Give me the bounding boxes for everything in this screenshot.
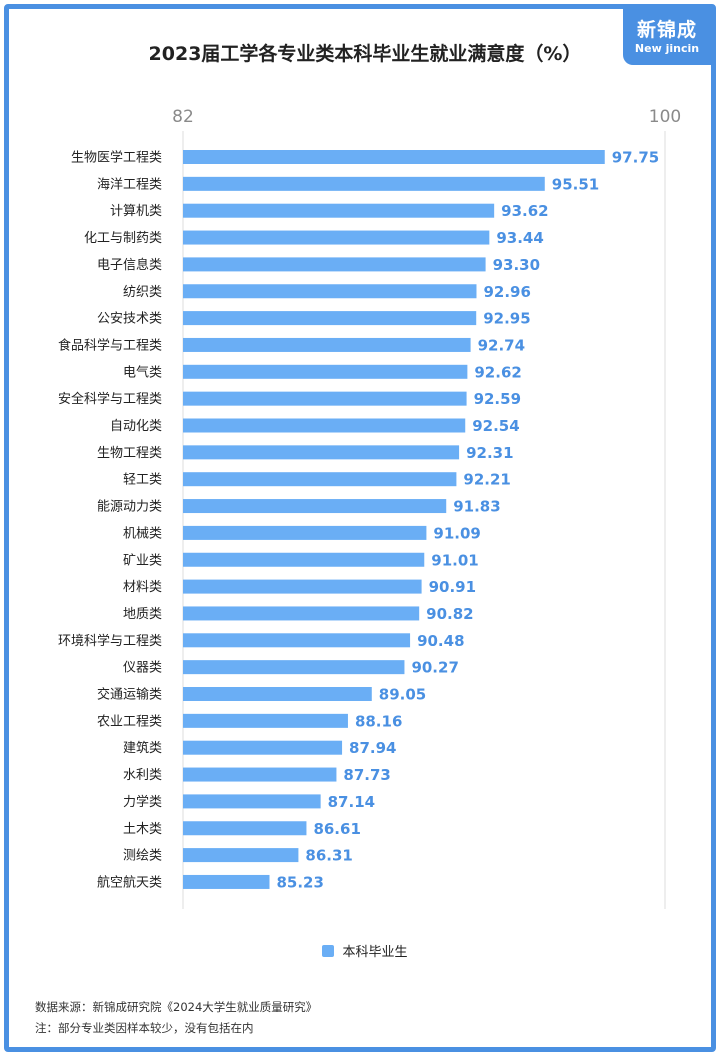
category-label: 矿业类 [123, 553, 162, 568]
category-label: 公安技术类 [97, 312, 162, 327]
footnotes: 数据来源：新锦成研究院《2024大学生就业质量研究》 注：部分专业类因样本较少，… [35, 997, 317, 1039]
bar [183, 552, 425, 567]
category-label: 力学类 [123, 794, 162, 810]
category-label: 交通运输类 [97, 687, 162, 703]
data-label: 95.51 [552, 175, 599, 193]
bar [183, 713, 348, 728]
data-label: 90.91 [429, 578, 476, 596]
data-label: 93.44 [496, 229, 543, 247]
category-label: 轻工类 [123, 473, 162, 488]
category-label: 航空航天类 [97, 874, 162, 890]
data-label: 91.01 [431, 551, 478, 569]
bar [183, 203, 495, 218]
category-label: 建筑类 [123, 740, 162, 756]
data-label: 92.31 [466, 444, 513, 462]
bar [183, 499, 447, 514]
data-label: 92.62 [474, 363, 521, 381]
x-tick-label: 100 [649, 107, 681, 127]
category-label: 材料类 [123, 580, 162, 595]
bar [183, 874, 270, 889]
data-label: 97.75 [612, 149, 659, 167]
legend-label: 本科毕业生 [342, 945, 408, 960]
data-label: 90.82 [426, 605, 473, 623]
data-label: 87.94 [349, 739, 396, 757]
bar [183, 821, 307, 836]
bar [183, 767, 337, 782]
category-label: 机械类 [123, 526, 162, 541]
category-label: 纺织类 [123, 285, 162, 300]
logo-main-text: 新锦成 [636, 19, 697, 41]
data-label: 93.30 [493, 256, 540, 274]
category-label: 生物医学工程类 [71, 150, 162, 166]
category-label: 电气类 [123, 364, 162, 380]
x-tick-label: 82 [172, 107, 194, 127]
chart-title: 2023届工学各专业类本科毕业生就业满意度（%） [148, 43, 582, 65]
category-label: 测绘类 [123, 849, 162, 864]
bar [183, 687, 372, 701]
bar [183, 150, 605, 164]
bar [183, 391, 467, 406]
data-label: 92.96 [483, 283, 530, 301]
data-label: 87.73 [343, 766, 390, 784]
category-label: 海洋工程类 [97, 177, 162, 192]
legend-swatch [322, 945, 335, 957]
category-label: 电子信息类 [97, 257, 162, 273]
category-label: 计算机类 [110, 204, 162, 219]
data-label: 85.23 [276, 873, 323, 891]
data-label: 92.59 [474, 390, 521, 408]
chart-frame: 新锦成 New jincin 2023届工学各专业类本科毕业生就业满意度（%） … [4, 4, 716, 1052]
bar [183, 660, 405, 675]
data-label: 91.09 [433, 524, 480, 542]
logo-sub-text: New jincin [634, 42, 700, 55]
data-label: 91.83 [453, 498, 500, 516]
data-label: 93.62 [501, 202, 548, 220]
bar [183, 472, 457, 487]
bar [183, 311, 477, 326]
bar [183, 579, 422, 594]
data-label: 86.31 [305, 847, 352, 865]
category-label: 仪器类 [123, 661, 162, 676]
data-label: 92.74 [478, 336, 525, 354]
data-label: 92.54 [472, 417, 519, 435]
bar [183, 418, 466, 433]
category-label: 能源动力类 [97, 500, 162, 515]
data-label: 89.05 [379, 686, 426, 704]
bar [183, 848, 299, 863]
bar-chart: 82 100 生物医学工程类 97.75 海洋工程类 95.51 计算机类 93.62 化工与制… [58, 107, 681, 909]
source-note: 数据来源：新锦成研究院《2024大学生就业质量研究》 [35, 1000, 318, 1014]
sample-note: 注：部分专业类因样本较少，没有包括在内 [35, 1021, 254, 1035]
bar [183, 633, 411, 648]
category-label: 安全科学与工程类 [58, 391, 162, 407]
category-label: 地质类 [123, 607, 162, 622]
bar [183, 176, 545, 191]
data-label: 87.14 [328, 793, 375, 811]
bar [183, 606, 420, 621]
bar [183, 794, 321, 809]
bar [183, 525, 427, 540]
data-label: 90.27 [411, 659, 458, 677]
data-label: 90.48 [417, 632, 464, 650]
data-label: 92.95 [483, 310, 530, 328]
category-label: 土木类 [123, 822, 162, 837]
bar [183, 445, 460, 460]
bar [183, 364, 468, 379]
data-label: 86.61 [313, 820, 360, 838]
category-label: 化工与制药类 [84, 231, 162, 246]
bar [183, 230, 490, 245]
bar [183, 257, 486, 272]
bar [183, 740, 343, 755]
data-label: 92.21 [463, 471, 510, 489]
data-label: 88.16 [355, 712, 402, 730]
chart-legend: 本科毕业生 [9, 941, 711, 960]
category-label: 环境科学与工程类 [58, 633, 162, 649]
bar [183, 284, 477, 299]
category-label: 自动化类 [110, 419, 162, 434]
brand-logo: 新锦成 New jincin [623, 9, 711, 65]
category-label: 生物工程类 [97, 446, 162, 461]
category-label: 食品科学与工程类 [58, 337, 162, 353]
bar [183, 337, 471, 352]
category-label: 水利类 [123, 768, 162, 783]
category-label: 农业工程类 [97, 714, 162, 729]
